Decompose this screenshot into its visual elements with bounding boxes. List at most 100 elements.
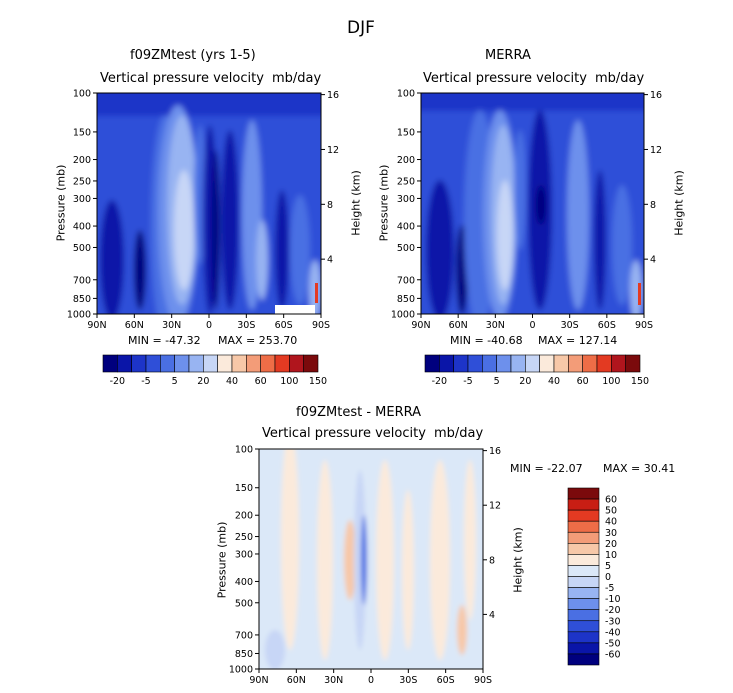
panel-2-title: MERRA [485, 48, 531, 63]
colorbar-1-label: 100 [280, 376, 298, 387]
y-tick-label: 300 [397, 194, 415, 205]
y-tick-label: 300 [73, 194, 91, 205]
colorbar-1-swatch [217, 354, 233, 373]
y-right-tick-label: 4 [489, 610, 495, 621]
y-tick-label: 500 [235, 598, 253, 609]
panel-1-subtitle-left: Vertical pressure velocity [100, 71, 264, 86]
y-tick-label: 700 [235, 630, 253, 641]
colorbar-3-label: 40 [605, 517, 617, 528]
colorbar-2-label: 150 [631, 376, 649, 387]
y-right-tick-label: 12 [327, 145, 339, 156]
x-tick-label: 0 [529, 320, 535, 331]
y-tick-label: 150 [397, 127, 415, 138]
panel-1-subtitle-right: mb/day [272, 71, 322, 86]
figure-title: DJF [347, 18, 375, 38]
y-tick-label: 1000 [67, 310, 91, 321]
colorbar-2-swatch [568, 354, 583, 373]
colorbar-2-swatch [439, 354, 454, 373]
panel-2-min-label: MIN = -40.68 [450, 334, 523, 347]
panel-3-title: f09ZMtest - MERRA [296, 405, 422, 420]
y-tick-label: 400 [73, 222, 91, 233]
colorbar-3-swatch [567, 642, 600, 655]
y-tick-label: 700 [397, 275, 415, 286]
colorbar-2-label: 100 [602, 376, 620, 387]
panel-3-subtitle-left: Vertical pressure velocity [262, 426, 426, 441]
x-tick-label: 30N [162, 320, 181, 331]
x-tick-label: 0 [206, 320, 212, 331]
panel-2-subtitle-left: Vertical pressure velocity [423, 71, 587, 86]
colorbar-3-swatch [567, 554, 600, 566]
colorbar-3-label: -60 [605, 649, 621, 660]
colorbar-2-swatch [596, 354, 612, 373]
colorbar-1-swatch [260, 354, 276, 373]
panel-2-subtitle-right: mb/day [595, 71, 645, 86]
y-tick-label: 100 [397, 89, 415, 100]
colorbar-3-label: 20 [605, 539, 617, 550]
colorbar-1-swatch [303, 354, 319, 373]
x-tick-label: 90N [87, 320, 106, 331]
y-right-tick-label: 4 [327, 255, 333, 266]
y-tick-label: 500 [73, 243, 91, 254]
y-tick-label: 250 [73, 176, 91, 187]
y-tick-label: 500 [397, 243, 415, 254]
y-tick-label: 150 [73, 127, 91, 138]
x-tick-label: 30N [324, 675, 343, 686]
colorbar-3-label: -50 [605, 638, 621, 649]
colorbar-1-swatch [117, 354, 132, 373]
colorbar-3-label: -20 [605, 605, 621, 616]
colorbar-3-swatch [567, 520, 600, 533]
colorbar-1-swatch [274, 354, 290, 373]
colorbar-3-swatch [567, 653, 600, 666]
panel-3-subtitle-right: mb/day [434, 426, 484, 441]
colorbar-1-label: 20 [197, 376, 209, 387]
x-tick-label: 90N [411, 320, 430, 331]
panel-1-max-label: MAX = 253.70 [218, 334, 298, 347]
y-tick-label: 100 [235, 445, 253, 456]
x-tick-label: 30S [561, 320, 579, 331]
x-tick-label: 30S [237, 320, 255, 331]
x-tick-label: 90N [249, 675, 268, 686]
colorbar-3-swatch [567, 576, 600, 588]
colorbar-3-label: -5 [605, 583, 614, 594]
x-tick-label: 90S [474, 675, 492, 686]
panel-3-min-label: MIN = -22.07 [510, 462, 583, 475]
y-tick-label: 300 [235, 549, 253, 560]
colorbar-2-label: -5 [463, 376, 472, 387]
colorbar-3-swatch [567, 487, 600, 500]
y-right-tick-label: 16 [650, 90, 662, 101]
colorbar-1-swatch [131, 354, 147, 373]
colorbar-2-swatch [510, 354, 526, 373]
colorbar-2-swatch [482, 354, 497, 373]
x-tick-label: 60S [437, 675, 455, 686]
colorbar-1-swatch [203, 354, 218, 373]
colorbar-3-label: 10 [605, 550, 617, 561]
y-tick-label: 150 [235, 483, 253, 494]
colorbar-3-swatch [567, 565, 600, 577]
x-tick-label: 60N [287, 675, 306, 686]
colorbar-3-swatch [567, 631, 600, 644]
colorbar-1-swatch [246, 354, 261, 373]
colorbar-3-label: -10 [605, 594, 621, 605]
y-tick-label: 1000 [229, 665, 253, 676]
colorbar-1-label: 60 [255, 376, 267, 387]
panel-1-min-label: MIN = -47.32 [128, 334, 201, 347]
colorbar-2-swatch [424, 354, 440, 373]
y-right-tick-label: 16 [327, 90, 339, 101]
colorbar-1-swatch [289, 354, 304, 373]
colorbar-2-swatch [496, 354, 512, 373]
colorbar-2-swatch [553, 354, 569, 373]
x-tick-label: 90S [312, 320, 330, 331]
colorbar-3-label: 30 [605, 528, 617, 539]
colorbar-1-label: -20 [110, 376, 126, 387]
y-tick-label: 400 [397, 222, 415, 233]
y-right-tick-label: 8 [327, 200, 333, 211]
colorbar-3-swatch [567, 543, 600, 555]
panel-3-max-label: MAX = 30.41 [603, 462, 676, 475]
x-tick-label: 30S [399, 675, 417, 686]
colorbar-2-label: 60 [577, 376, 589, 387]
colorbar-1-swatch [145, 354, 161, 373]
y-right-tick-label: 16 [489, 446, 501, 457]
colorbar-2-swatch [625, 354, 641, 373]
